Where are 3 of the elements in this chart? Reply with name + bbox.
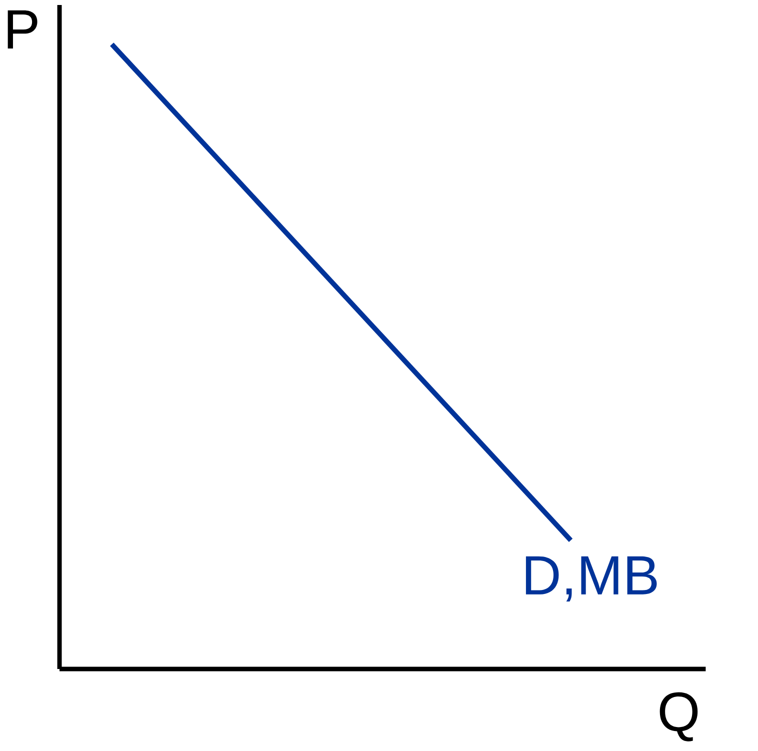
series-label: D,MB <box>526 556 657 602</box>
y-axis-title: P <box>8 10 38 48</box>
x-axis-title: Q <box>660 692 698 742</box>
